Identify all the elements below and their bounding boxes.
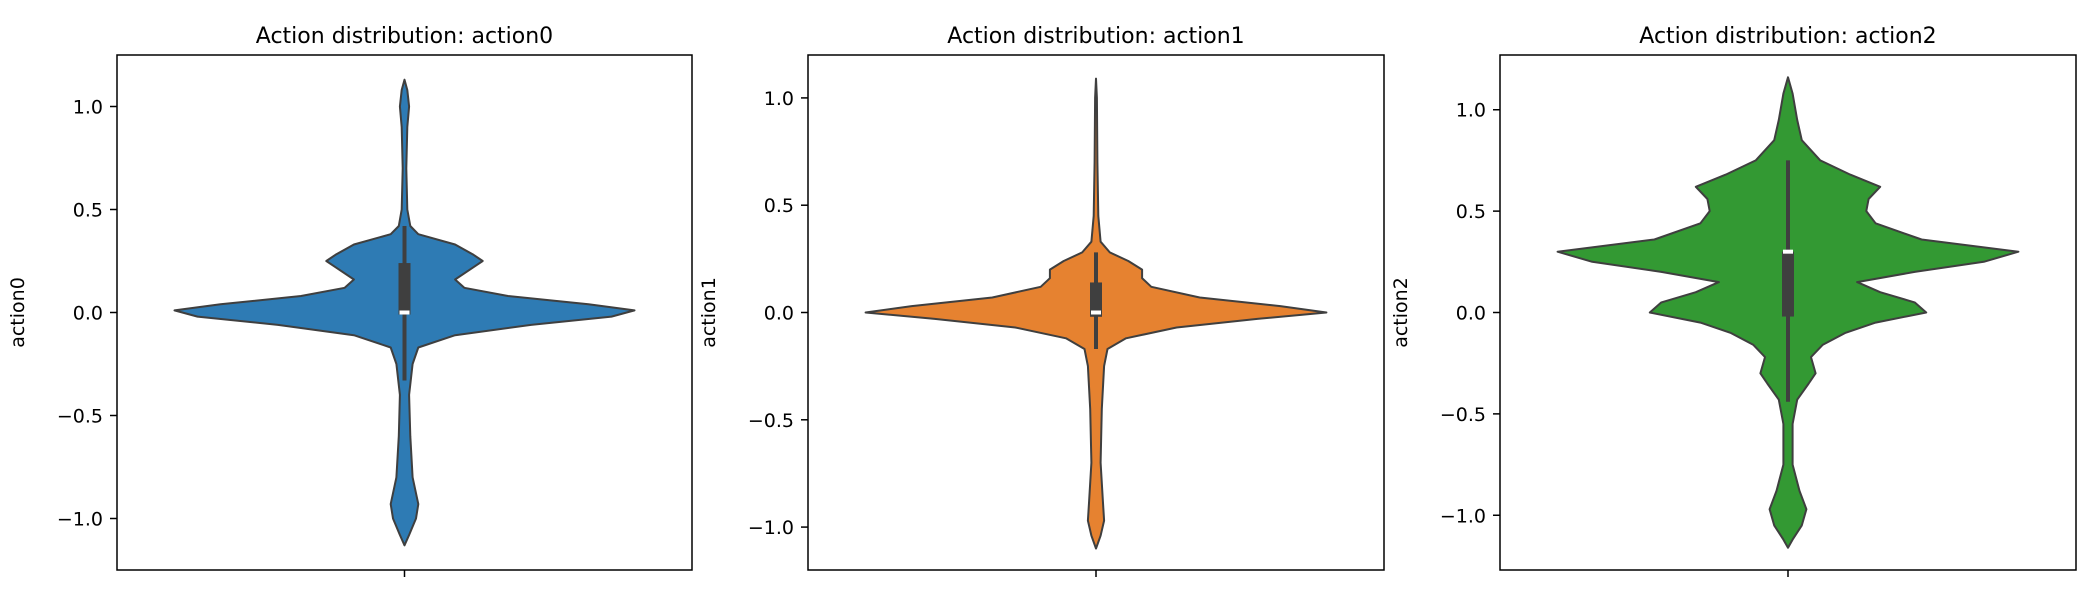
y-tick-label: 0.5: [764, 195, 794, 217]
y-tick-label: 1.0: [1456, 100, 1486, 122]
y-tick-label: 1.0: [764, 88, 794, 110]
y-tick-label: 0.0: [73, 303, 103, 325]
y-axis-label: action0: [7, 277, 29, 348]
y-tick-label: 0.0: [764, 303, 794, 325]
y-tick-label: −1.0: [1440, 505, 1486, 527]
y-tick-label: −0.5: [1440, 404, 1486, 426]
violin-iqr-box: [1782, 251, 1794, 317]
chart-panel-2: Action distribution: action2 action2 −1.0 −…: [1390, 24, 2077, 577]
y-axis-label: action1: [698, 277, 720, 348]
chart-panel-0: Action distribution: action0 action0 −1.0 −…: [7, 24, 693, 577]
violin-median-marker: [1091, 310, 1101, 315]
y-tick-label: −0.5: [748, 410, 794, 432]
violin-iqr-box: [1090, 282, 1102, 317]
y-tick-label: −0.5: [57, 406, 103, 428]
violin-iqr-box: [398, 263, 411, 315]
y-tick-label: −1.0: [748, 517, 794, 539]
y-tick-label: 0.5: [73, 200, 103, 222]
violin-median-marker: [399, 310, 410, 315]
chart-title: Action distribution: action0: [256, 24, 553, 49]
y-tick-label: 0.0: [1456, 303, 1486, 325]
violin-median-marker: [1783, 249, 1793, 254]
y-tick-label: 1.0: [73, 97, 103, 119]
y-tick-label: 0.5: [1456, 201, 1486, 223]
chart-panel-1: Action distribution: action1 action1 −1.0 −…: [698, 24, 1385, 577]
y-tick-label: −1.0: [57, 509, 103, 531]
chart-title: Action distribution: action2: [1639, 24, 1936, 49]
chart-title: Action distribution: action1: [947, 24, 1244, 49]
y-axis-label: action2: [1390, 277, 1412, 348]
